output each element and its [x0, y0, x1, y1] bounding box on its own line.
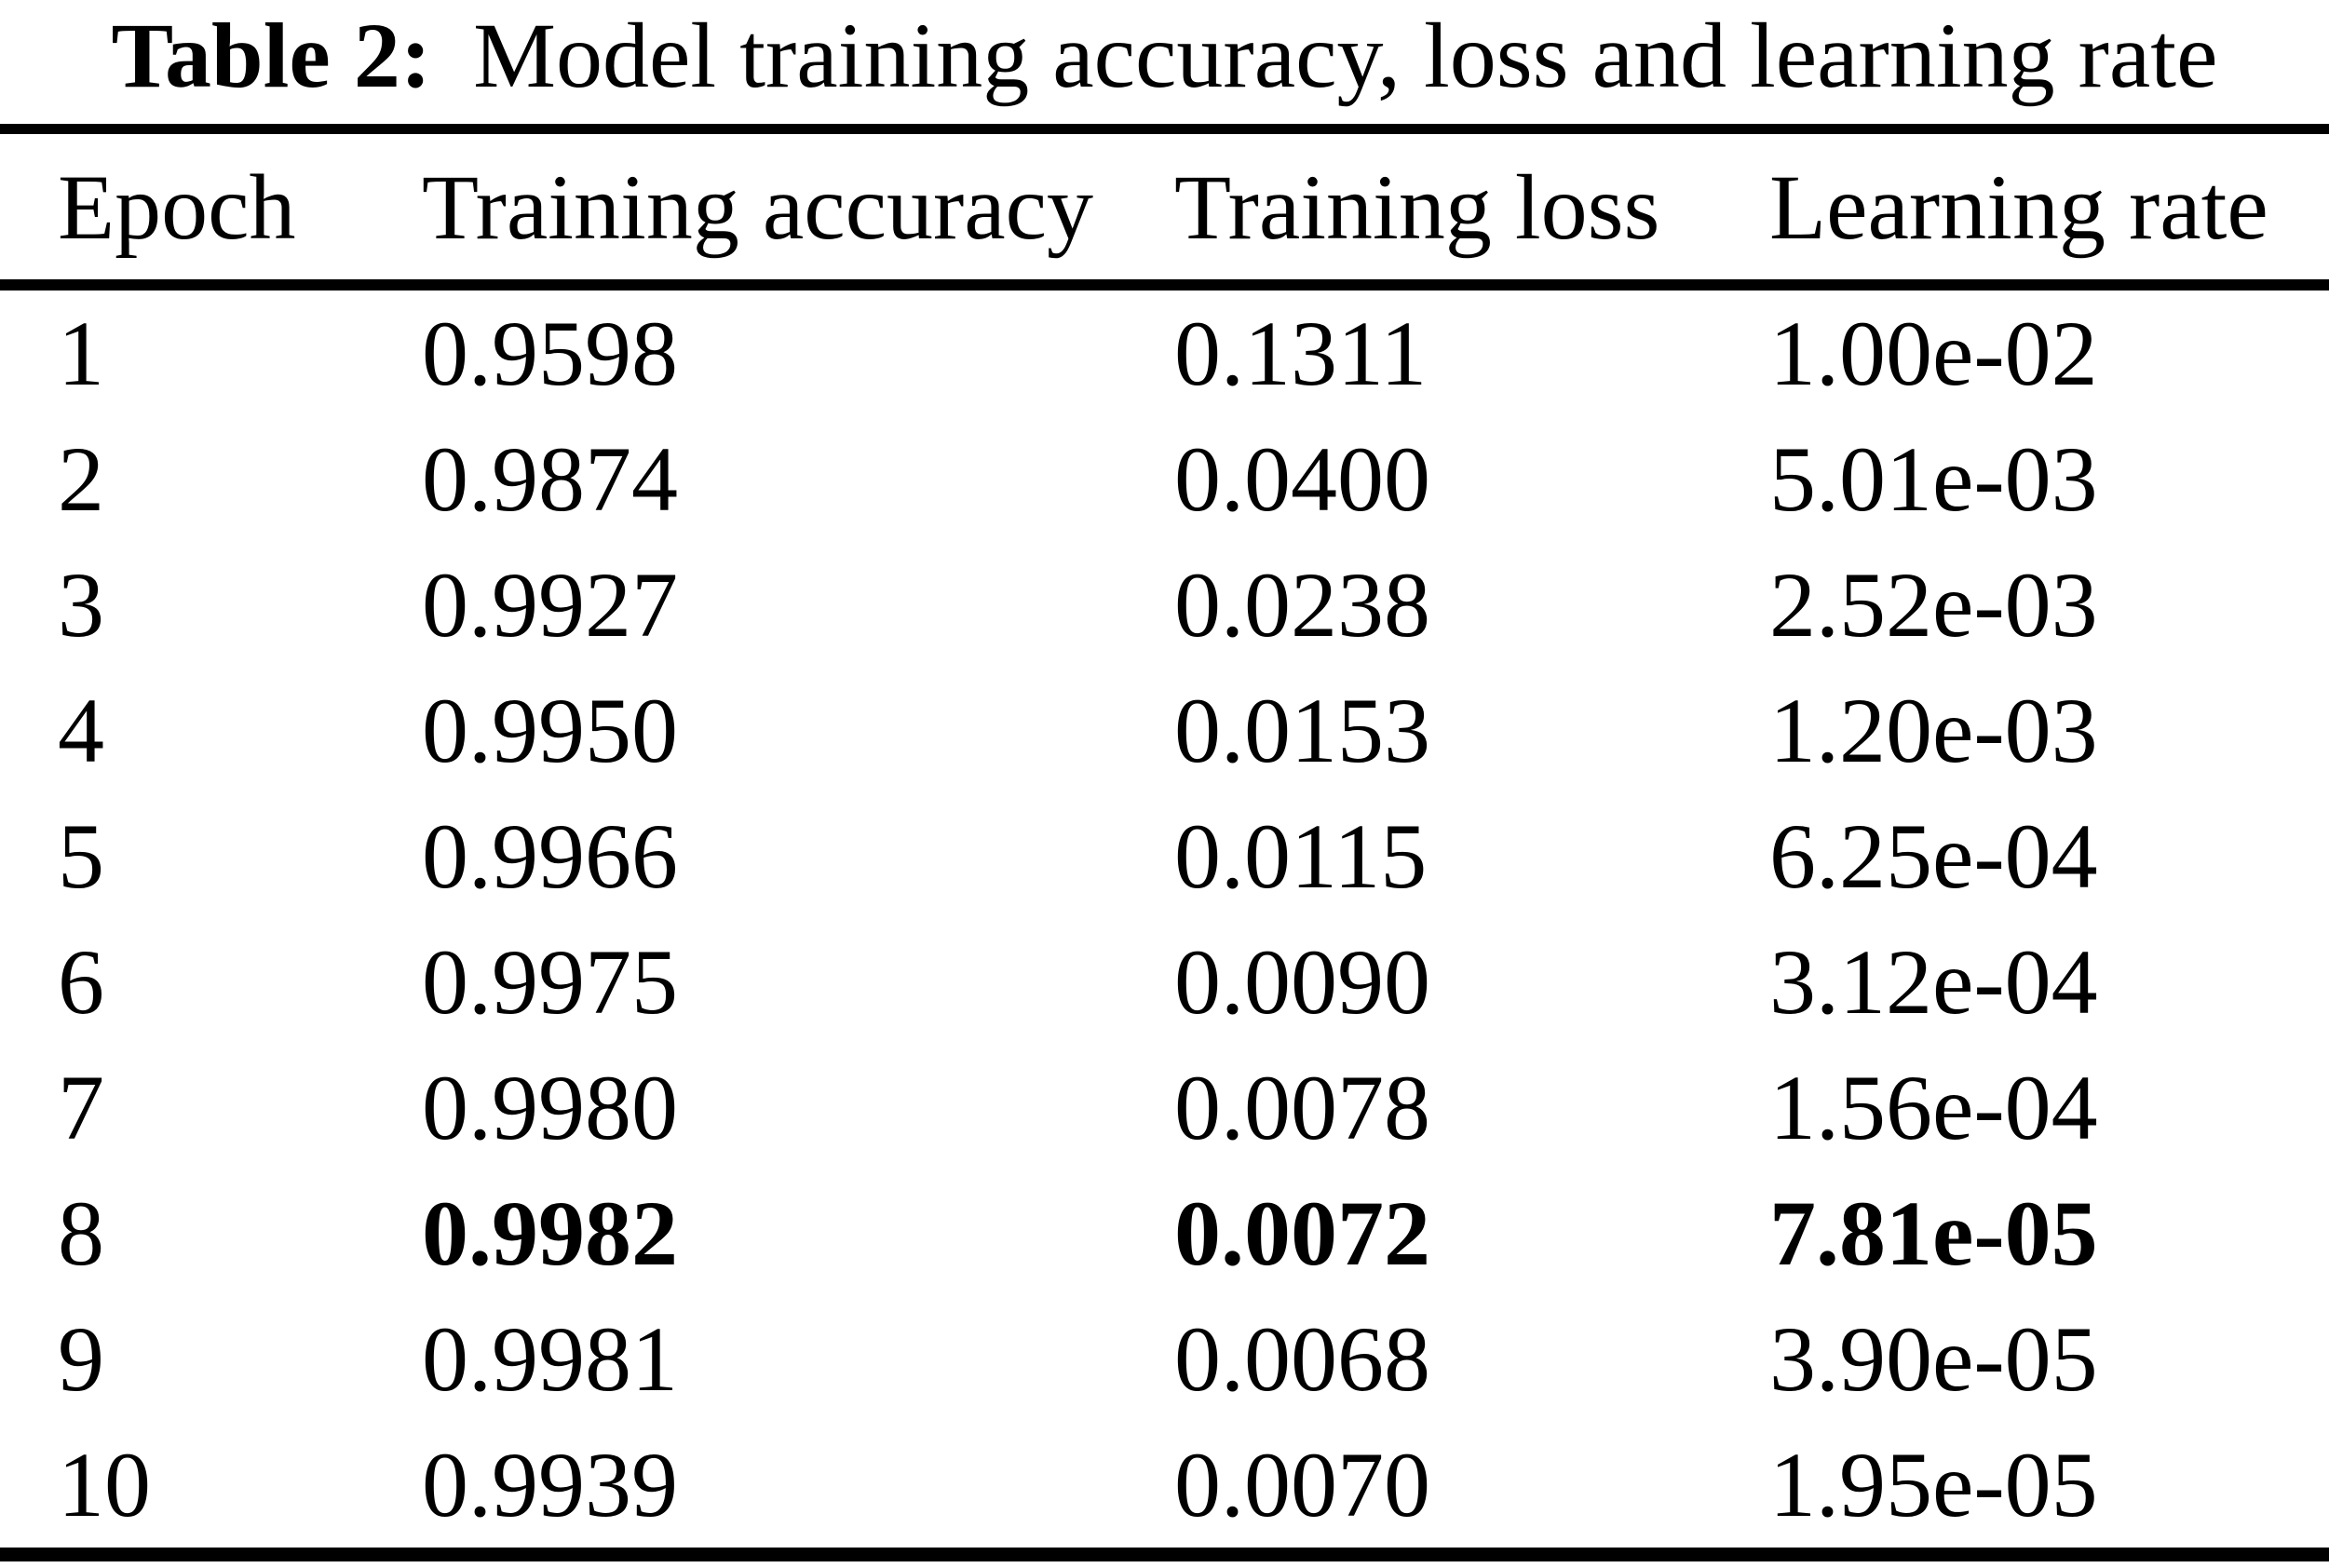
epoch-cell: 9	[58, 1307, 104, 1411]
epoch-cell: 3	[58, 553, 104, 656]
accuracy-cell: 0.9939	[422, 1433, 678, 1536]
epoch-cell: 6	[58, 930, 104, 1034]
learning-rate-cell: 1.00e-02	[1769, 302, 2098, 405]
loss-cell: 0.0072	[1174, 1182, 1430, 1285]
accuracy-cell: 0.9950	[422, 679, 678, 782]
table-row: 5 0.9966 0.0115 6.25e-04	[0, 793, 2329, 919]
accuracy-cell: 0.9980	[422, 1056, 678, 1159]
accuracy-cell: 0.9598	[422, 302, 678, 405]
epoch-cell: 2	[58, 427, 104, 531]
table-row: 2 0.9874 0.0400 5.01e-03	[0, 416, 2329, 542]
learning-rate-cell: 6.25e-04	[1769, 804, 2098, 908]
epoch-cell: 7	[58, 1056, 104, 1159]
accuracy-cell: 0.9982	[422, 1182, 678, 1285]
learning-rate-cell: 7.81e-05	[1769, 1182, 2098, 1285]
loss-cell: 0.0153	[1174, 679, 1430, 782]
accuracy-cell: 0.9975	[422, 930, 678, 1034]
table-row: 3 0.9927 0.0238 2.52e-03	[0, 542, 2329, 668]
loss-cell: 0.0238	[1174, 553, 1430, 656]
loss-cell: 0.0070	[1174, 1433, 1430, 1536]
epoch-cell: 5	[58, 804, 104, 908]
loss-cell: 0.0400	[1174, 427, 1430, 531]
learning-rate-cell: 5.01e-03	[1769, 427, 2098, 531]
learning-rate-cell: 1.95e-05	[1769, 1433, 2098, 1536]
learning-rate-cell: 1.20e-03	[1769, 679, 2098, 782]
epoch-cell: 1	[58, 302, 104, 405]
accuracy-cell: 0.9966	[422, 804, 678, 908]
accuracy-cell: 0.9981	[422, 1307, 678, 1411]
table-row: 4 0.9950 0.0153 1.20e-03	[0, 668, 2329, 793]
table-row: 6 0.9975 0.0090 3.12e-04	[0, 919, 2329, 1045]
loss-cell: 0.1311	[1174, 302, 1428, 405]
table-header-learning-rate: Learning rate	[1769, 128, 2329, 291]
epoch-cell: 8	[58, 1182, 104, 1285]
table-row: 7 0.9980 0.0078 1.56e-04	[0, 1045, 2329, 1170]
table-row: 1 0.9598 0.1311 1.00e-02	[0, 285, 2329, 416]
accuracy-cell: 0.9874	[422, 427, 678, 531]
epoch-cell: 10	[58, 1433, 151, 1536]
table-row: 9 0.9981 0.0068 3.90e-05	[0, 1296, 2329, 1422]
accuracy-cell: 0.9927	[422, 553, 678, 656]
loss-cell: 0.0068	[1174, 1307, 1430, 1411]
loss-cell: 0.0090	[1174, 930, 1430, 1034]
learning-rate-cell: 3.12e-04	[1769, 930, 2098, 1034]
table-caption-label: Table 2:	[111, 4, 432, 107]
table-header-training-loss: Training loss	[1174, 128, 1769, 291]
table-header-training-accuracy: Training accuracy	[422, 128, 1174, 291]
epoch-cell: 4	[58, 679, 104, 782]
loss-cell: 0.0115	[1174, 804, 1428, 908]
table-caption: Table 2: Model training accuracy, loss a…	[0, 0, 2329, 124]
learning-rate-cell: 2.52e-03	[1769, 553, 2098, 656]
table-header-epoch: Epoch	[0, 128, 422, 291]
table-row-best-epoch: 8 0.9982 0.0072 7.81e-05	[0, 1170, 2329, 1296]
table-row: 10 0.9939 0.0070 1.95e-05	[0, 1422, 2329, 1555]
loss-cell: 0.0078	[1174, 1056, 1430, 1159]
table-caption-text: Model training accuracy, loss and learni…	[473, 4, 2218, 107]
table-header-row: Epoch Training accuracy Training loss Le…	[0, 128, 2329, 291]
learning-rate-cell: 3.90e-05	[1769, 1307, 2098, 1411]
results-table: Epoch Training accuracy Training loss Le…	[0, 124, 2329, 1561]
learning-rate-cell: 1.56e-04	[1769, 1056, 2098, 1159]
